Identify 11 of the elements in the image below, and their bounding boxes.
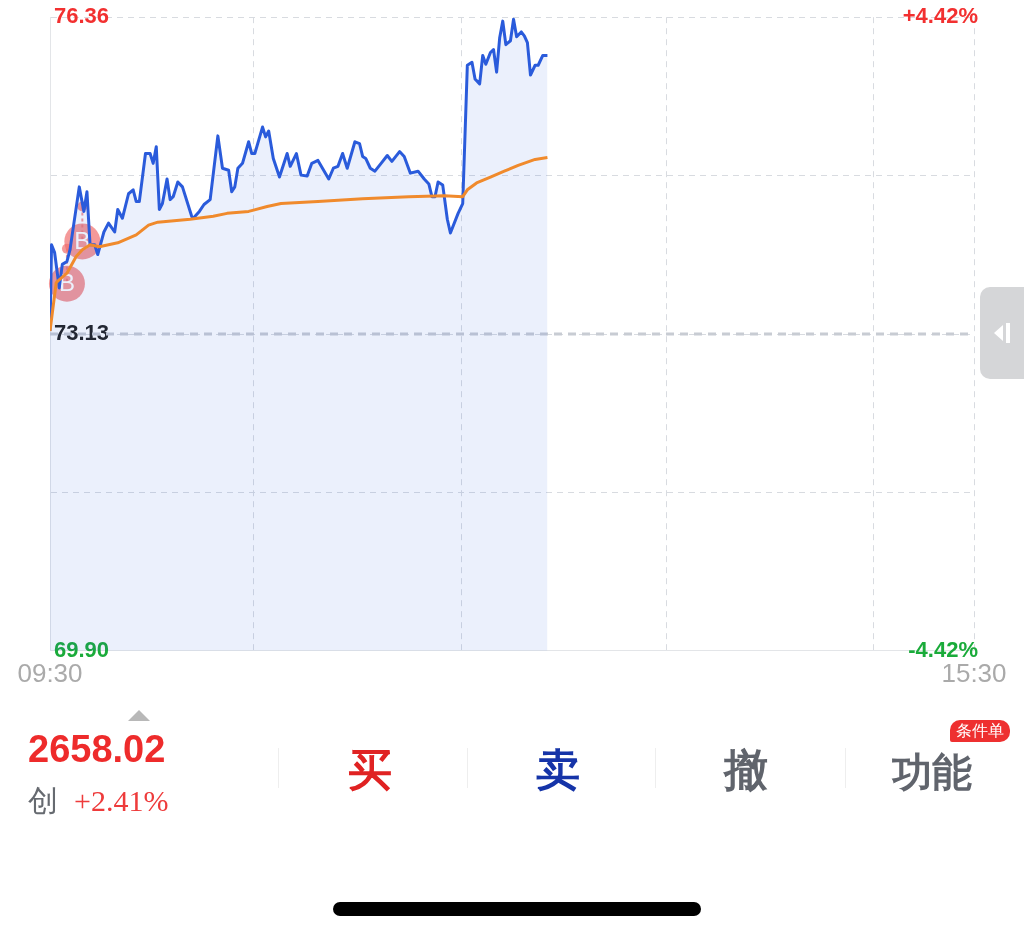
text: 创 [28,783,58,818]
text: 撤 [724,744,768,795]
text: 卖 [536,744,580,795]
text: 条件单 [950,720,1010,742]
y2-tick-label: +4.42% [902,3,978,29]
text: +2.41% [74,784,169,817]
text: 买 [348,744,392,795]
y-tick-label: 76.36 [54,3,110,29]
text: 2658.02 [28,728,166,770]
text: 功能 [892,749,972,795]
y-tick-label: 73.13 [54,320,110,346]
